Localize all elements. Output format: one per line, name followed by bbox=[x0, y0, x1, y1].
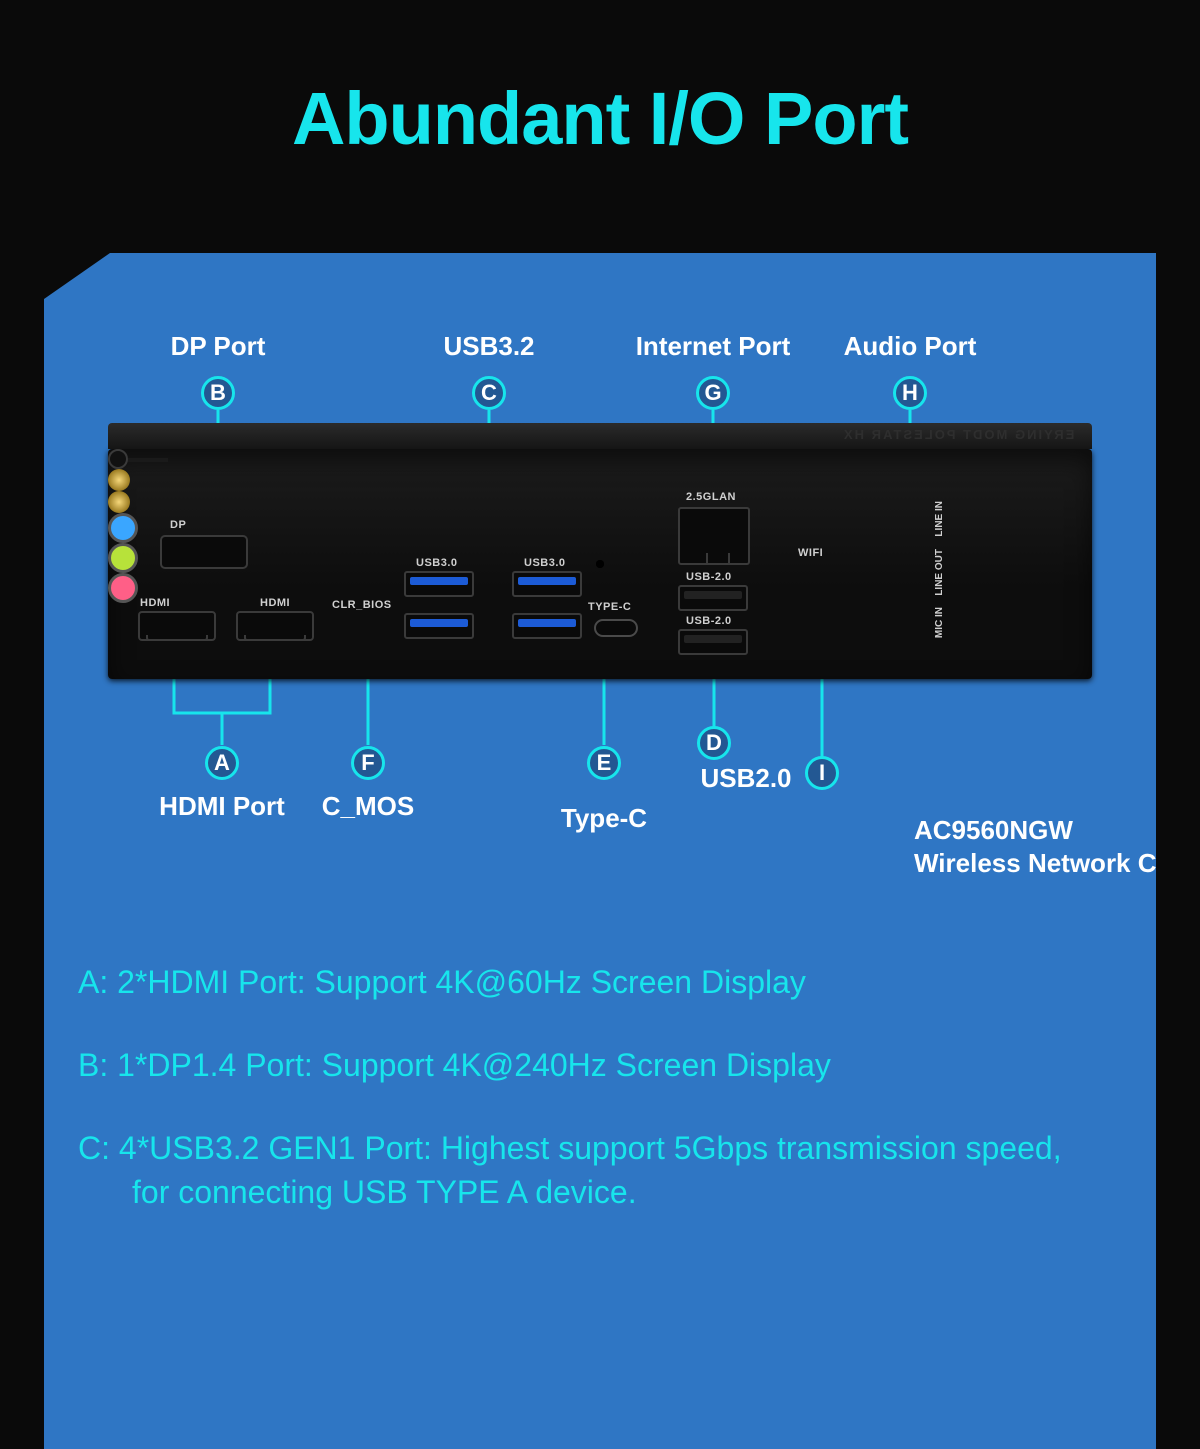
io-callout-area: DP Port USB3.2 Internet Port Audio Port … bbox=[44, 253, 1156, 893]
vlabel-lineout: LINE OUT bbox=[934, 549, 945, 596]
marker-g: G bbox=[696, 376, 730, 410]
label-hdmi1: HDMI bbox=[140, 597, 170, 609]
port-cmos bbox=[108, 449, 128, 469]
desc-c: C: 4*USB3.2 GEN1 Port: Highest support 5… bbox=[78, 1127, 1122, 1213]
label-wifi: WIFI bbox=[798, 547, 823, 559]
label-usb20-b: USB-2.0 bbox=[686, 615, 732, 627]
marker-a: A bbox=[205, 746, 239, 780]
marker-h: H bbox=[893, 376, 927, 410]
port-hdmi-2 bbox=[236, 611, 314, 641]
label-usb20-a: USB-2.0 bbox=[686, 571, 732, 583]
label-usb30-b: USB3.0 bbox=[524, 557, 566, 569]
port-usb3-3 bbox=[512, 571, 582, 597]
port-usb3-4 bbox=[512, 613, 582, 639]
vlabel-linein: LINE IN bbox=[934, 501, 945, 537]
bottom-label-cmos: C_MOS bbox=[322, 791, 414, 822]
label-clr-bios: CLR_BIOS bbox=[332, 599, 392, 611]
bottom-label-usb2: USB2.0 bbox=[700, 763, 791, 794]
marker-b: B bbox=[201, 376, 235, 410]
jack-line-out bbox=[108, 543, 138, 573]
port-usb3-2 bbox=[404, 613, 474, 639]
port-typec bbox=[594, 619, 638, 637]
vlabel-micin: MIC IN bbox=[934, 607, 945, 638]
top-label-usb32: USB3.2 bbox=[443, 331, 534, 362]
port-usb3-1 bbox=[404, 571, 474, 597]
jack-mic-in bbox=[108, 573, 138, 603]
top-label-audio: Audio Port bbox=[844, 331, 977, 362]
desc-a: A: 2*HDMI Port: Support 4K@60Hz Screen D… bbox=[78, 961, 1122, 1004]
top-label-dp: DP Port bbox=[171, 331, 266, 362]
io-plate: ERYING MODT POLESTAR HX DP HDMI HDMI CLR… bbox=[108, 449, 1092, 679]
marker-d: D bbox=[697, 726, 731, 760]
marker-i: I bbox=[805, 756, 839, 790]
page-title: Abundant I/O Port bbox=[0, 0, 1200, 161]
io-panel: DP Port USB3.2 Internet Port Audio Port … bbox=[44, 253, 1156, 1449]
emboss-text: ERYING MODT POLESTAR HX bbox=[842, 427, 1074, 442]
port-usb2-2 bbox=[678, 629, 748, 655]
antenna-sma-1 bbox=[108, 469, 130, 491]
label-hdmi2: HDMI bbox=[260, 597, 290, 609]
label-usb30-a: USB3.0 bbox=[416, 557, 458, 569]
bottom-label-typec: Type-C bbox=[561, 803, 647, 834]
top-label-internet: Internet Port bbox=[636, 331, 791, 362]
label-dp: DP bbox=[170, 519, 186, 531]
jack-line-in bbox=[108, 513, 138, 543]
marker-f: F bbox=[351, 746, 385, 780]
port-dp bbox=[160, 535, 248, 569]
description-list: A: 2*HDMI Port: Support 4K@60Hz Screen D… bbox=[78, 961, 1122, 1214]
desc-b: B: 1*DP1.4 Port: Support 4K@240Hz Screen… bbox=[78, 1044, 1122, 1087]
label-typec: TYPE-C bbox=[588, 601, 631, 613]
marker-e: E bbox=[587, 746, 621, 780]
label-lan: 2.5GLAN bbox=[686, 491, 736, 503]
marker-c: C bbox=[472, 376, 506, 410]
port-usb2-1 bbox=[678, 585, 748, 611]
bottom-label-wifi: AC9560NGW Wireless Network Card bbox=[914, 815, 1197, 879]
port-hdmi-1 bbox=[138, 611, 216, 641]
bottom-label-hdmi: HDMI Port bbox=[159, 791, 285, 822]
port-rj45 bbox=[678, 507, 750, 565]
antenna-sma-2 bbox=[108, 491, 130, 513]
